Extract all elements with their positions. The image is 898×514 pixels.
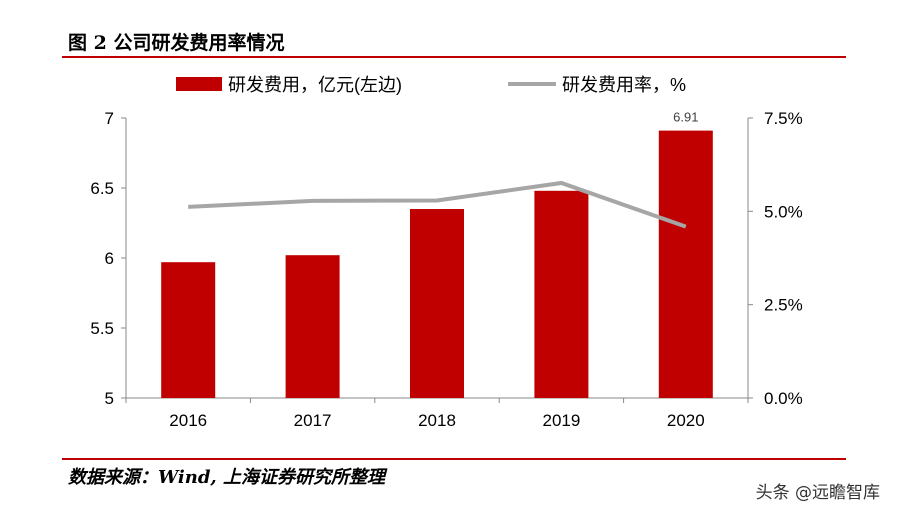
legend-swatch-bar bbox=[176, 77, 222, 91]
right-tick-label: 0.0% bbox=[764, 389, 803, 408]
bar-2019 bbox=[534, 190, 589, 398]
legend-label-bar: 研发费用，亿元(左边) bbox=[228, 75, 402, 95]
source-rule bbox=[62, 458, 846, 460]
data-label: 6.91 bbox=[673, 110, 698, 125]
title-rule bbox=[62, 56, 846, 58]
x-tick-label: 2017 bbox=[294, 411, 332, 430]
bar-2016 bbox=[161, 262, 216, 398]
source-note: 数据来源：Wind, 上海证券研究所整理 bbox=[68, 467, 385, 488]
left-tick-label: 7 bbox=[105, 109, 114, 128]
x-tick-label: 2020 bbox=[667, 411, 705, 430]
figure-title: 图 2 公司研发费用率情况 bbox=[68, 32, 285, 54]
bar-2017 bbox=[285, 255, 340, 398]
bar-2020 bbox=[658, 130, 713, 398]
right-tick-label: 7.5% bbox=[764, 109, 803, 128]
left-tick-label: 6.5 bbox=[90, 179, 114, 198]
x-tick-label: 2016 bbox=[169, 411, 207, 430]
left-tick-label: 6 bbox=[105, 249, 114, 268]
right-tick-label: 5.0% bbox=[764, 202, 803, 221]
right-tick-label: 2.5% bbox=[764, 296, 803, 315]
legend-label-line: 研发费用率，% bbox=[562, 75, 686, 95]
x-tick-label: 2018 bbox=[418, 411, 456, 430]
x-tick-label: 2019 bbox=[542, 411, 580, 430]
left-tick-label: 5 bbox=[105, 389, 114, 408]
bar-2018 bbox=[410, 209, 464, 398]
watermark: 头条 @远瞻智库 bbox=[755, 483, 880, 503]
left-tick-label: 5.5 bbox=[90, 319, 114, 338]
